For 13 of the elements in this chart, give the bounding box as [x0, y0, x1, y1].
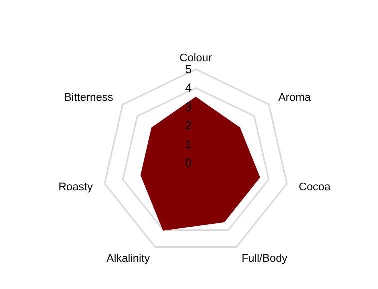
- spoke-label: Aroma: [278, 92, 312, 104]
- y-tick-label: 2: [185, 118, 192, 133]
- spoke-label: Roasty: [58, 182, 94, 194]
- y-tick-label: 5: [185, 62, 192, 76]
- y-tick-label: 1: [185, 137, 192, 152]
- spoke-label: Cocoa: [299, 182, 332, 194]
- spoke-label: Full/Body: [242, 253, 288, 266]
- spoke-label: Alkalinity: [106, 253, 151, 266]
- y-tick-label: 3: [185, 100, 192, 114]
- y-tick-label: 4: [185, 81, 192, 96]
- y-tick-label: 0: [185, 156, 192, 170]
- spoke-label: Bitterness: [64, 92, 114, 104]
- spoke-label: Colour: [180, 52, 213, 64]
